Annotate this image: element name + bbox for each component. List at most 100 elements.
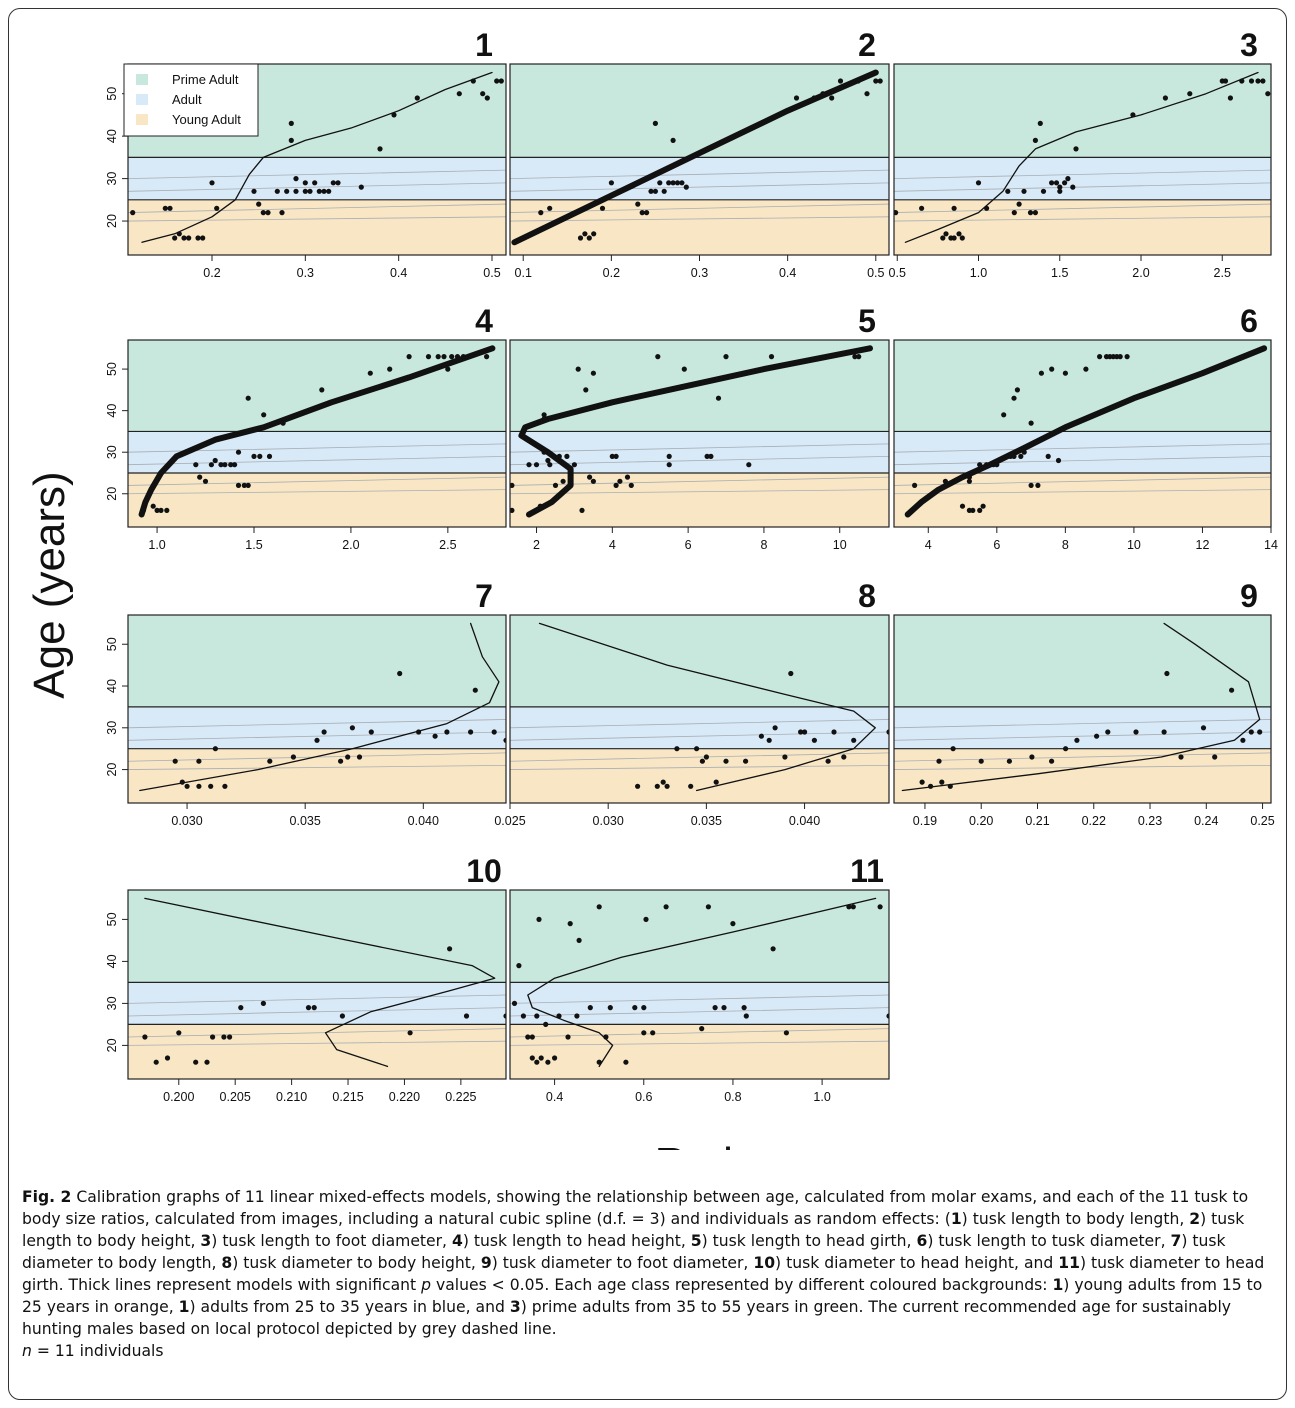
fit-curve-8 [538,622,876,792]
data-point [193,1059,199,1065]
data-point [850,904,856,910]
data-point [1018,453,1024,459]
data-point [245,395,251,401]
data-point [302,180,308,186]
data-point [1229,687,1235,693]
band-prime-adult [128,615,506,707]
data-point [877,904,883,910]
data-point [966,478,973,484]
y-tick-label: 40 [105,679,119,693]
panel-number: 9 [1240,578,1258,614]
data-point [218,462,224,468]
data-point [441,354,447,360]
caption-text: ) young adults from 15 to 25 years in or… [22,1276,1263,1316]
data-point [1227,95,1233,101]
data-point [560,478,566,484]
x-tick-label: 0.030 [593,814,624,828]
data-point [846,904,852,910]
data-point [579,507,585,513]
points-11 [511,904,889,1065]
x-tick-label: 0.5 [867,266,884,280]
data-point [435,354,441,360]
panel-number: 5 [858,303,876,339]
data-point [654,783,660,789]
x-tick-label: 1.0 [148,538,165,552]
x-tick-label: 0.25 [1250,814,1274,828]
band-gridlines [894,169,1271,222]
data-point [1006,758,1013,764]
calibration-figure: 0.2 0.3 0.4 0.5 20 30 40 50 1 0.1 0.2 0.3 0.4 0.5 2 0.5… [25,27,1278,1150]
data-point [1130,112,1136,118]
data-point [705,904,712,910]
data-point [1105,729,1111,735]
data-point [321,188,327,194]
panel-number: 4 [475,303,493,339]
x-tick-label: 2.0 [342,538,359,552]
x-tick-label: 0.205 [220,1090,251,1104]
x-tick-label: 2.5 [439,538,456,552]
data-point [679,180,685,186]
data-point [1057,188,1063,194]
data-point [980,503,986,509]
data-point [1094,733,1100,739]
x-tick-label: 2.0 [1132,266,1149,280]
fit-curve-9 [901,622,1261,792]
caption-text: ) tusk length to body length, [961,1210,1190,1228]
data-point [825,758,831,764]
data-point [591,231,597,237]
data-point [683,184,689,190]
data-point [674,180,681,186]
data-point [280,420,286,426]
data-point [321,729,327,735]
caption-num: 1 [950,1210,962,1228]
data-point [503,1013,506,1019]
y-tick-label: 30 [105,721,119,735]
data-point [397,670,403,677]
x-tick-label: 4 [609,538,616,552]
data-point [1248,729,1254,735]
points-3 [894,78,1271,241]
data-point [590,478,597,484]
y-tick-label: 50 [105,912,119,926]
caption-italic: n [22,1342,32,1360]
band-young-adult [128,1024,506,1079]
legend: Prime Adult Adult Young Adult [123,63,259,137]
data-point [837,78,844,84]
data-point [284,188,290,194]
data-point [1222,78,1229,84]
data-point [939,779,945,785]
data-point [445,366,451,372]
caption-text: ) tusk diameter to head height, and [775,1254,1059,1272]
data-point [855,78,861,84]
caption-text: values < 0.05. Each age class represente… [431,1276,1053,1294]
data-point [617,478,623,484]
panel-11: 0.4 0.6 0.8 1.0 11 [509,853,890,1104]
data-point [1162,95,1168,101]
data-point [209,180,215,186]
x-tick-label: 6 [685,538,692,552]
data-point [274,188,280,194]
legend-swatch [136,74,148,85]
data-point [265,210,271,216]
data-point [444,729,450,735]
x-tick-label: 0.8 [724,1090,741,1104]
data-point [959,503,966,509]
data-point [670,137,676,143]
data-point [293,176,299,182]
data-point [293,188,299,194]
data-point [494,78,500,84]
band-adult [128,157,506,200]
data-point [699,1026,705,1032]
data-point [533,462,540,468]
data-point [565,1034,571,1040]
data-point [666,180,672,186]
data-point [338,758,344,764]
data-point [984,205,990,211]
data-point [1049,180,1055,186]
y-axis-label: Age (years) [25,471,74,698]
panel-6: 4 6 8 10 12 14 6 [893,303,1278,552]
data-point [1038,370,1044,376]
data-point [541,503,547,509]
figure-frame [8,8,1287,1400]
data-point [164,507,170,513]
